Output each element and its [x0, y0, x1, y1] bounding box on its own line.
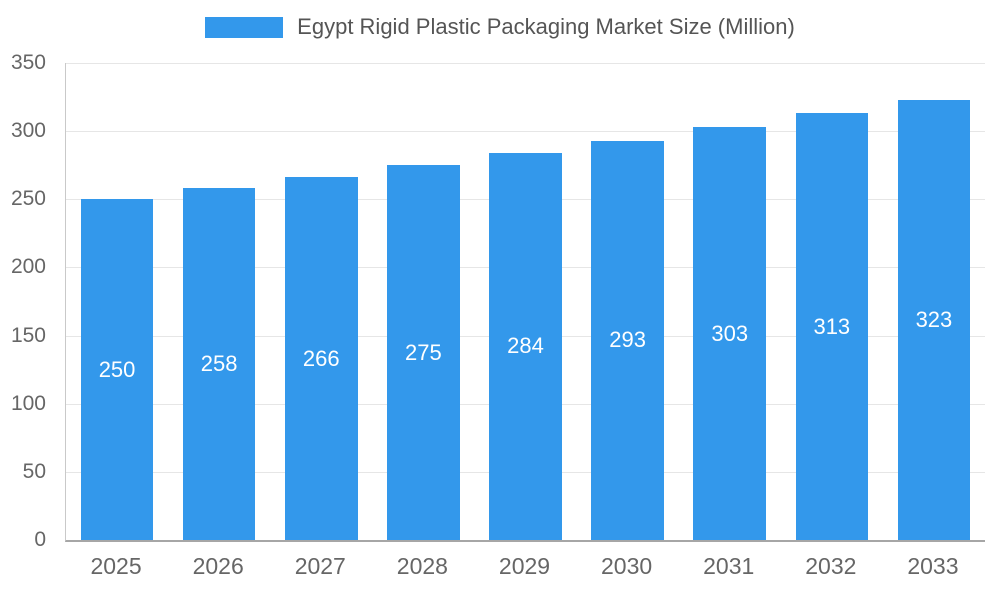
bar-value-label: 258 — [200, 351, 238, 377]
bar-value-label: 323 — [915, 306, 953, 332]
gridline — [66, 131, 985, 133]
bar-2026[interactable]: 258 — [182, 188, 256, 540]
x-axis-label: 2027 — [294, 553, 346, 579]
bar-2029[interactable]: 284 — [489, 152, 562, 540]
x-axis-label: 2030 — [601, 553, 653, 579]
y-axis-tick-label: 0 — [34, 528, 46, 551]
y-axis-tick-label: 250 — [10, 187, 46, 211]
bar-slot: 266 — [270, 177, 372, 540]
bar-2028[interactable]: 275 — [387, 165, 460, 540]
bars-container: 250 258 266 275 284 293 303 313 323 — [66, 63, 985, 540]
bar-value-label: 266 — [302, 345, 340, 371]
bar-2032[interactable]: 313 — [795, 113, 869, 540]
bar-2031[interactable]: 303 — [693, 127, 766, 540]
bar-slot: 284 — [474, 152, 576, 540]
x-axis-label: 2025 — [90, 553, 142, 579]
bar-2027[interactable]: 266 — [285, 177, 358, 540]
bar-slot: 313 — [781, 113, 883, 540]
y-axis-tick-label: 50 — [22, 459, 46, 483]
bar-value-label: 275 — [405, 339, 442, 365]
y-axis-tick-label: 300 — [10, 119, 46, 143]
bar-value-label: 293 — [609, 327, 646, 353]
legend-swatch-icon — [205, 16, 284, 38]
gridline — [66, 63, 985, 64]
chart-legend[interactable]: Egypt Rigid Plastic Packaging Market Siz… — [0, 14, 1000, 40]
bar-2030[interactable]: 293 — [591, 140, 664, 540]
y-axis-labels: 0 50 100 150 200 250 300 350 — [0, 51, 56, 551]
x-axis-labels: 2025 2026 2027 2028 2029 2030 2031 2032 2033 — [65, 553, 984, 580]
bar-value-label: 284 — [507, 333, 544, 359]
x-axis-label: 2032 — [805, 553, 857, 579]
bar-value-label: 313 — [813, 313, 851, 339]
x-axis-label: 2029 — [498, 553, 551, 579]
bar-value-label: 250 — [98, 356, 136, 382]
bar-slot: 275 — [372, 165, 474, 540]
bar-slot: 293 — [577, 140, 679, 540]
x-axis-label: 2031 — [703, 553, 755, 579]
bar-value-label: 303 — [711, 320, 749, 346]
chart-title: Egypt Rigid Plastic Packaging Market Siz… — [297, 14, 795, 39]
x-axis-label: 2028 — [396, 553, 448, 579]
bar-slot: 250 — [66, 199, 168, 540]
bar-2025[interactable]: 250 — [80, 199, 154, 540]
x-axis-label: 2026 — [192, 553, 244, 579]
bar-slot: 258 — [168, 188, 270, 540]
bar-slot: 323 — [883, 99, 985, 540]
y-axis-tick-label: 150 — [10, 323, 46, 347]
x-axis-label: 2033 — [907, 553, 959, 579]
bar-2033[interactable]: 323 — [897, 99, 971, 540]
bar-slot: 303 — [679, 127, 781, 540]
y-axis-tick-label: 100 — [10, 391, 46, 415]
plot-area: 250 258 266 275 284 293 303 313 323 — [65, 63, 985, 542]
y-axis-tick-label: 350 — [10, 51, 46, 74]
y-axis-tick-label: 200 — [10, 255, 46, 279]
